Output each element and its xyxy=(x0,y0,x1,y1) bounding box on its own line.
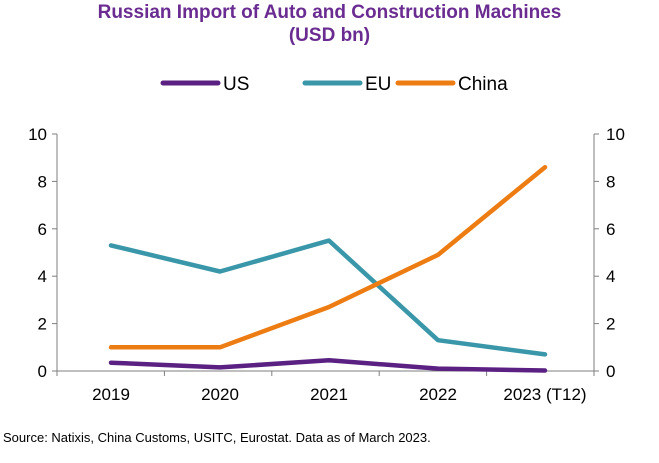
chart-title: Russian Import of Auto and Construction … xyxy=(97,2,562,23)
y-tick-label-right: 10 xyxy=(606,125,625,144)
series-line-china xyxy=(108,164,548,350)
chart-subtitle: (USD bn) xyxy=(288,25,371,46)
x-tick-label: 2020 xyxy=(201,385,239,404)
y-tick-label-left: 6 xyxy=(38,220,47,239)
y-tick-label-left: 8 xyxy=(38,172,47,191)
legend-label-us: US xyxy=(223,74,249,95)
y-tick-label-left: 4 xyxy=(38,267,47,286)
y-tick-label-right: 6 xyxy=(606,220,615,239)
y-tick-label-right: 0 xyxy=(606,362,615,381)
series-line-eu xyxy=(108,238,548,357)
legend-label-eu: EU xyxy=(365,74,391,95)
series-line-us xyxy=(108,358,548,373)
y-tick-label-left: 0 xyxy=(38,362,47,381)
x-tick-label: 2022 xyxy=(419,385,457,404)
y-tick-label-right: 2 xyxy=(606,315,615,334)
x-tick-label: 2019 xyxy=(92,385,130,404)
y-tick-label-right: 8 xyxy=(606,172,615,191)
y-tick-label-left: 2 xyxy=(38,315,47,334)
x-tick-label: 2023 (T12) xyxy=(503,385,586,404)
source-note: Source: Natixis, China Customs, USITC, E… xyxy=(3,430,431,445)
legend-label-china: China xyxy=(458,74,508,95)
y-tick-label-left: 10 xyxy=(28,125,47,144)
x-tick-label: 2021 xyxy=(310,385,348,404)
y-tick-label-right: 4 xyxy=(606,267,615,286)
